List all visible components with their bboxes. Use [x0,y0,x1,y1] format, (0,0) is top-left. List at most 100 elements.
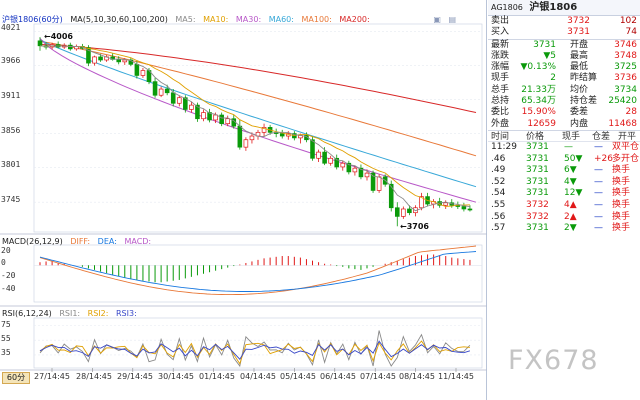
ma60-line [39,39,477,188]
tick-oi-change: — [594,165,603,176]
tick-oi-change: — [594,223,603,234]
time-tick-label: 29/14:45 [117,372,153,381]
rsi-indicator-label[interactable]: RSI(6,12,24) [2,309,52,318]
ma100-label: MA100: [301,15,332,24]
candle-down [170,92,176,104]
quote-label: 开盘 [570,39,589,50]
rsi3-line [39,340,471,360]
tick-time: .49 [491,165,506,176]
quote-label: 总持 [491,96,510,107]
fx678-watermark: FX678 [508,345,599,376]
candle-up [176,97,182,104]
y-tick-label: 4021 [1,23,21,32]
quote-label: 内盘 [570,118,589,129]
tick-oi-change: — [594,199,603,210]
quote-row: 卖出 3732 102 [488,16,640,27]
quote-label: 均价 [570,84,589,95]
ma5-line [39,45,470,212]
quote-label: 总手 [491,84,510,95]
kline-chart-canvas[interactable] [0,0,487,400]
y-tick-label: 3856 [1,126,21,135]
high-price-marker: ←4006 [44,32,73,41]
tick-time: .56 [491,211,506,222]
tick-price: 3731 [526,141,549,152]
ma30-line [39,38,477,203]
kline-chart-area[interactable]: 沪银1806(60分) MA(5,10,30,60,100,200) MA5: … [0,0,487,400]
tick-open-close: 换手 [612,188,631,199]
main-panel-header: 沪银1806(60分) MA(5,10,30,60,100,200) MA5: … [2,14,375,26]
quote-value: 11468 [608,118,637,129]
rsi-y-tick: 75 [1,320,11,329]
macd-indicator-label[interactable]: MACD(26,12,9) [2,237,63,246]
panel-frame [33,244,483,303]
tick-open-close: 换手 [612,176,631,187]
contract-code: AG1806 [491,3,523,12]
y-tick-label: 3911 [1,91,21,100]
tick-open-close: 换手 [612,165,631,176]
tick-volume: 2▼ [564,223,577,234]
candle-down [279,133,285,137]
quote-label: 委比 [491,107,510,118]
candle-down [116,59,122,63]
macd-y-tick: 0 [1,258,6,267]
candle-down [461,206,467,210]
candle-up [122,59,128,63]
tick-volume: 50▼ [564,153,583,164]
ma200-label: MA200: [339,15,370,24]
quote-label: 最低 [570,62,589,73]
quote-label: 外盘 [491,118,510,129]
candle-down [195,104,200,120]
candle-up [419,196,424,209]
candle-up [261,127,267,133]
candle-up [249,135,255,141]
tick-price: 3731 [526,165,549,176]
quote-row: 最新 3731 开盘 3746 [488,40,640,51]
tick-oi-change: — [594,141,603,152]
quote-label: 委差 [570,107,589,118]
period-selector-tab[interactable]: 60分 [2,372,30,384]
tick-time: .54 [491,188,506,199]
tick-oi-change: — [594,176,603,187]
quote-value: 3748 [614,50,637,61]
candle-up [328,157,333,164]
tick-time: .55 [491,199,506,210]
candle-down [334,157,340,168]
quote-price: 3732 [567,16,590,26]
tick-row: .55 3732 4▲ — 换手 [488,200,640,212]
ma-indicator-label[interactable]: MA(5,10,30,60,100,200) [70,15,168,24]
tick-open-close: 换手 [612,199,631,210]
tick-row: .49 3731 6▼ — 换手 [488,165,640,177]
tick-row: .46 3731 50▼ +26 多开仓 [488,154,640,166]
macd-y-tick: -20 [1,271,16,280]
tick-row: .54 3731 12▼ — 换手 [488,188,640,200]
quote-price: 3731 [567,27,590,38]
tick-oi-change: — [594,211,603,222]
tick-time: .46 [491,153,506,164]
low-price-value: 3706 [406,222,429,231]
tick-volume: 4▼ [564,176,577,187]
quote-value: 65.34万 [521,96,556,107]
candle-up [443,202,449,206]
candle-down [310,139,315,159]
tick-volume: 6▼ [564,165,577,176]
col-price: 价格 [526,131,545,142]
quote-row: 涨幅 ▼0.13% 最低 3725 [488,62,640,73]
time-tick-label: 05/14:45 [280,372,316,381]
col-open-close: 开平 [618,131,637,142]
candle-up [364,172,370,178]
zoom-icon[interactable]: ▤ [448,15,456,24]
tick-volume: 12▼ [564,188,583,199]
tick-time: 11:29 [491,141,517,152]
quote-row: 现手 2 昨结算 3736 [488,73,640,84]
macd-dea-label: DEA: [97,237,117,246]
contract-name: 沪银1806 [529,2,578,13]
ma10-line [39,45,470,207]
settings-icon[interactable]: ▣ [433,15,441,24]
quote-row: 总手 21.33万 均价 3734 [488,85,640,96]
ma5-label: MA5: [175,15,196,24]
quote-value: ▼5 [543,50,556,61]
time-tick-label: 27/14:45 [34,372,70,381]
quote-label: 最高 [570,50,589,61]
time-tick-label: 04/14:45 [240,372,276,381]
macd-macd-label: MACD: [124,237,152,246]
